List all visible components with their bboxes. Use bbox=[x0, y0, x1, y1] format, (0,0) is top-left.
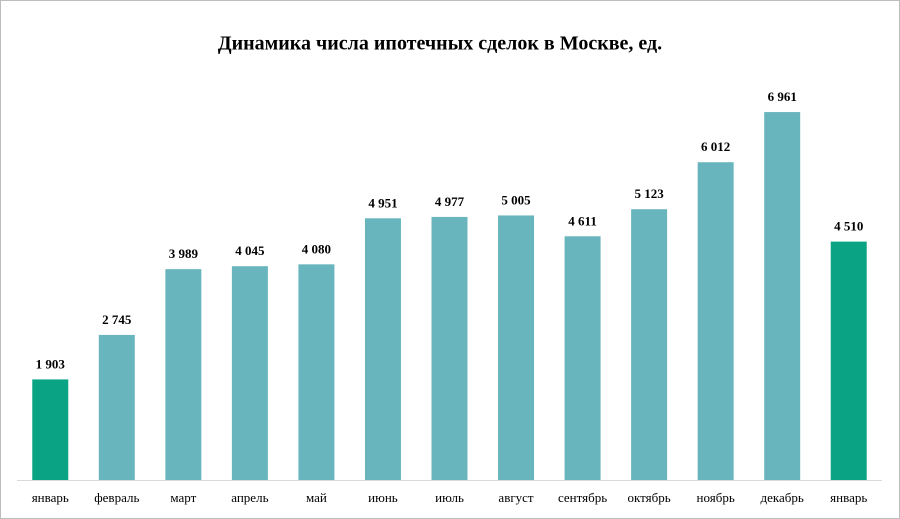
chart-title: Динамика числа ипотечных сделок в Москве… bbox=[218, 33, 662, 55]
x-tick-label: сентябрь bbox=[558, 490, 607, 505]
value-label: 4 611 bbox=[568, 213, 597, 228]
bar bbox=[165, 269, 202, 480]
x-tick-label: ноябрь bbox=[697, 490, 735, 505]
value-label: 4 510 bbox=[834, 219, 863, 234]
value-label: 5 005 bbox=[501, 192, 531, 207]
value-label: 4 977 bbox=[435, 194, 465, 209]
value-label: 4 045 bbox=[235, 243, 265, 258]
x-tick-label: январь bbox=[830, 490, 867, 505]
x-tick-label: май bbox=[306, 490, 327, 505]
x-tick-label: апрель bbox=[231, 490, 268, 505]
bar bbox=[498, 215, 535, 480]
bar bbox=[298, 264, 335, 480]
value-label: 6 961 bbox=[768, 89, 797, 104]
value-label: 5 123 bbox=[634, 186, 664, 201]
x-tick-label: июль bbox=[435, 490, 464, 505]
bar bbox=[697, 162, 734, 481]
bar bbox=[564, 236, 601, 480]
x-tick-label: октябрь bbox=[628, 490, 671, 505]
bar bbox=[231, 266, 268, 480]
value-label: 1 903 bbox=[36, 356, 66, 371]
value-label: 4 080 bbox=[302, 241, 331, 256]
bar bbox=[764, 112, 801, 480]
x-tick-label: июнь bbox=[368, 490, 398, 505]
bar bbox=[364, 218, 401, 480]
x-tick-label: январь bbox=[32, 490, 69, 505]
value-label: 4 951 bbox=[368, 195, 397, 210]
bar bbox=[98, 334, 135, 480]
value-label: 3 989 bbox=[169, 246, 199, 261]
x-tick-label: март bbox=[170, 490, 196, 505]
x-tick-label: февраль bbox=[94, 490, 139, 505]
x-tick-label: декабрь bbox=[761, 490, 804, 505]
value-label: 2 745 bbox=[102, 312, 132, 327]
bar bbox=[32, 379, 69, 480]
x-tick-label: август bbox=[498, 490, 534, 505]
value-label: 6 012 bbox=[701, 139, 730, 154]
bar bbox=[431, 216, 468, 480]
bar bbox=[631, 209, 668, 480]
bar bbox=[830, 241, 867, 480]
